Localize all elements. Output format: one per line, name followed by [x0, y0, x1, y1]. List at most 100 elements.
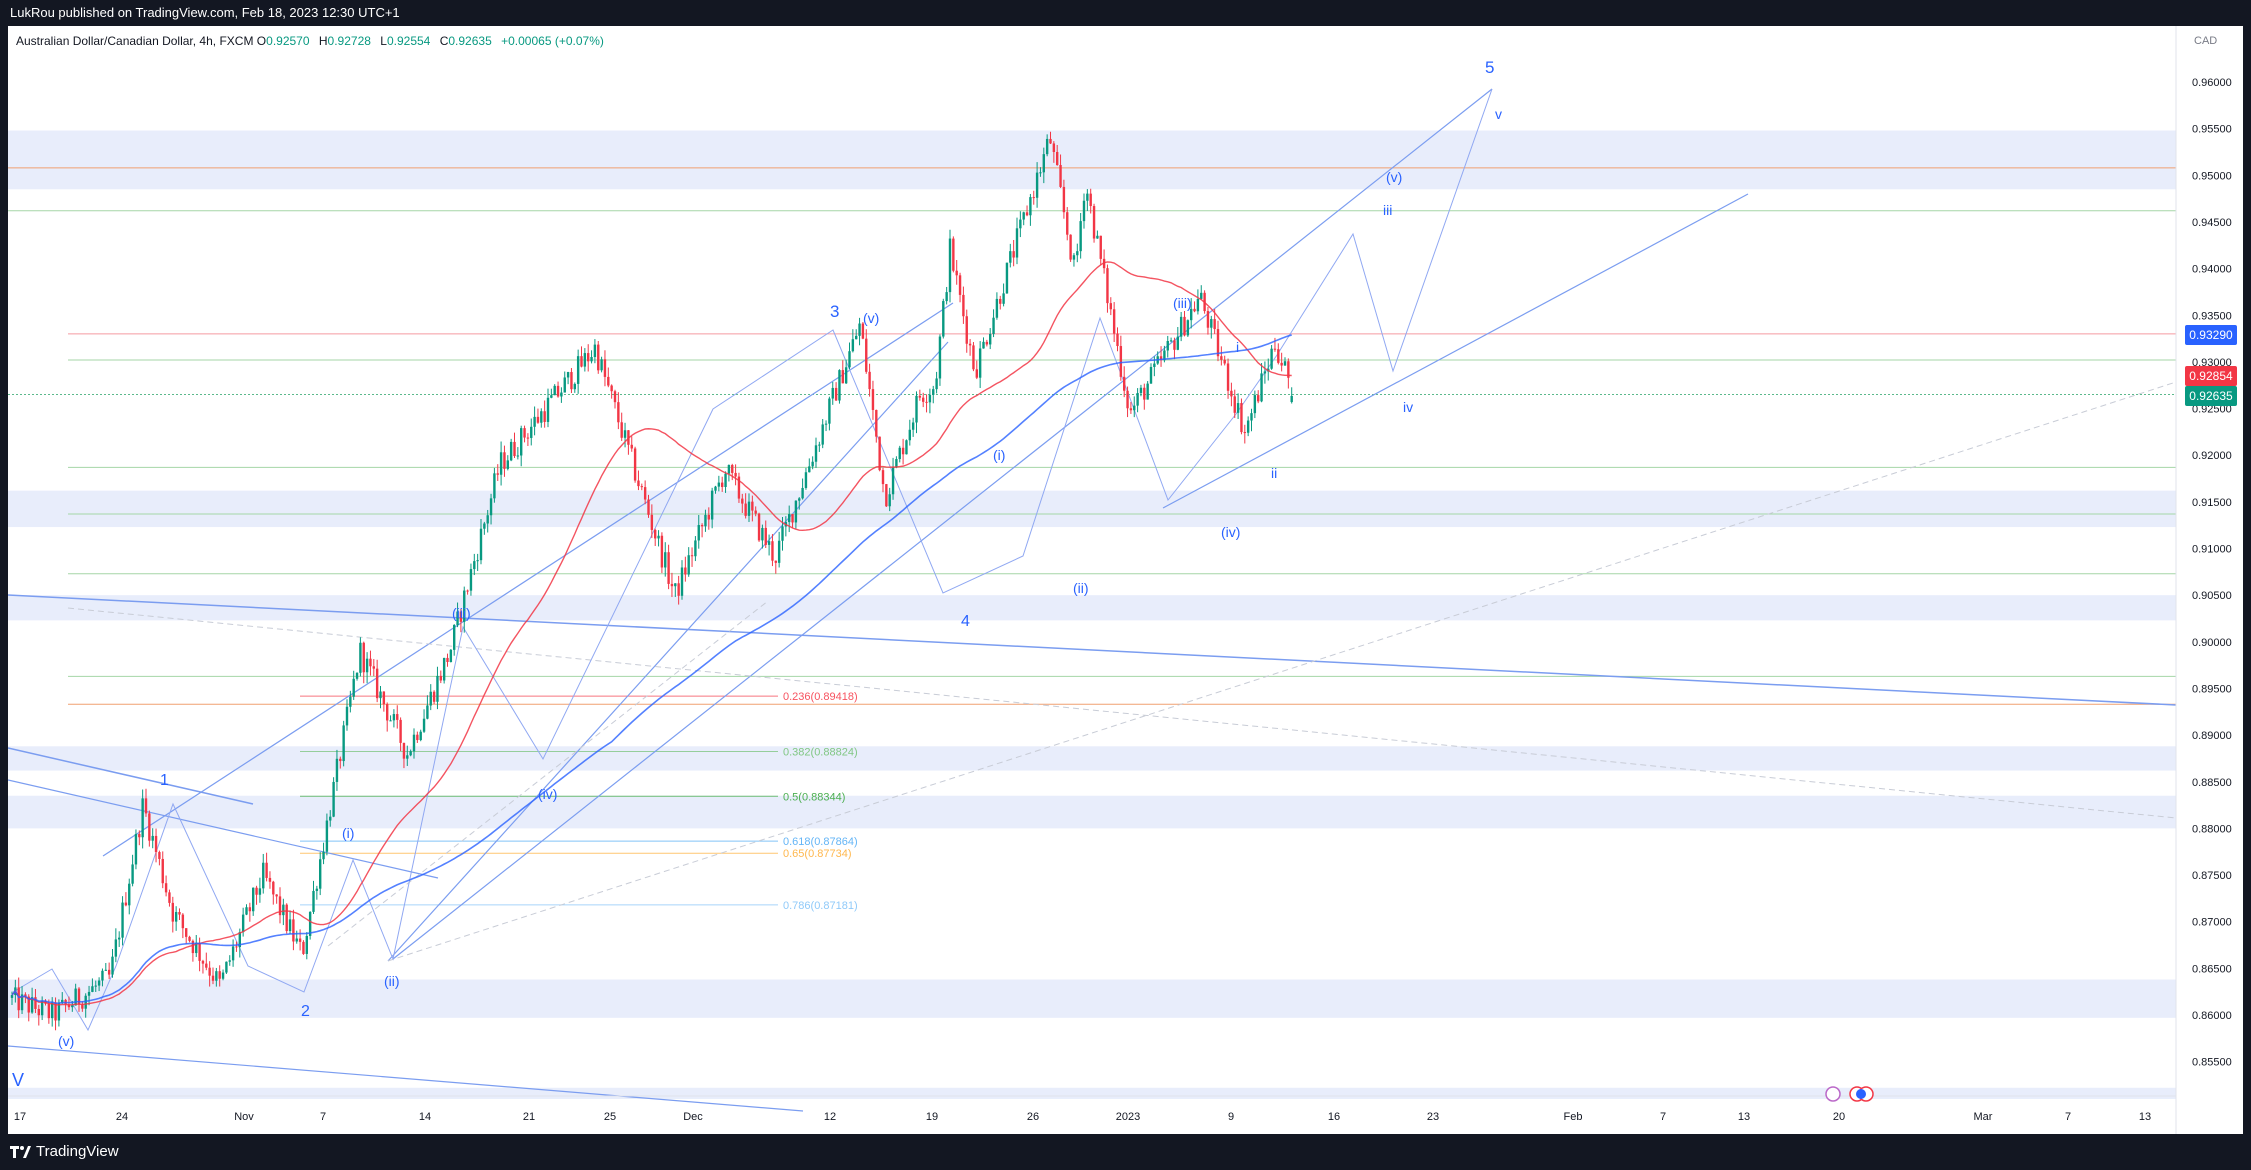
candle-body — [684, 567, 687, 575]
candle-body — [47, 1003, 51, 1019]
trend-line[interactable] — [8, 594, 2177, 706]
ma-short-line[interactable] — [11, 261, 1292, 1006]
tradingview-brand[interactable]: TradingView — [36, 1143, 119, 1160]
candle-body — [215, 971, 218, 981]
trend-line[interactable] — [392, 88, 1493, 960]
candle-body — [386, 704, 389, 721]
candle-body — [667, 552, 670, 584]
candle-body — [1133, 405, 1136, 411]
candle-body — [1206, 311, 1210, 328]
wave-zigzag-line[interactable] — [12, 88, 1493, 1032]
candle-body — [952, 238, 955, 271]
time-tick-label: Dec — [683, 1111, 703, 1123]
candle-body — [791, 514, 794, 523]
candle-body — [1102, 258, 1106, 269]
chart-panel[interactable]: 0.236(0.89418) 0.382(0.88824) 0.5(0.88344)… — [8, 26, 2243, 1134]
candle-body — [868, 371, 871, 390]
candle-body — [208, 967, 211, 976]
candle-body — [811, 461, 814, 467]
candle-body — [1270, 348, 1273, 369]
fib-level-label: 0.382(0.88824) — [783, 747, 858, 759]
trend-line[interactable] — [8, 779, 439, 879]
candle-body — [205, 963, 208, 968]
flash-event-icon[interactable] — [1825, 1086, 1841, 1102]
publish-info: LukRou published on TradingView.com, Feb… — [10, 5, 400, 20]
candle-body — [925, 401, 928, 403]
tradingview-logo-icon[interactable] — [10, 1143, 32, 1161]
candle-body — [546, 397, 550, 422]
candle-body — [1032, 197, 1035, 199]
candle-body — [935, 378, 938, 390]
time-tick-label: 9 — [1228, 1111, 1234, 1123]
candle-body — [282, 904, 285, 916]
candle-body — [20, 994, 24, 1011]
candle-body — [576, 356, 580, 384]
price-tag-last: 0.92635 — [2185, 385, 2237, 406]
candle-body — [228, 960, 231, 962]
candle-body — [814, 445, 818, 462]
symbol-name[interactable]: Australian Dollar/Canadian Dollar, 4h, F… — [16, 34, 254, 48]
candle-body — [597, 344, 600, 371]
candle-body — [154, 835, 158, 853]
trend-line[interactable] — [8, 1045, 804, 1112]
candle-body — [315, 888, 319, 891]
dividends-event-icon[interactable] — [1856, 1089, 1866, 1099]
candle-body — [721, 482, 724, 487]
candle-body — [774, 560, 777, 563]
ma-long-line[interactable] — [11, 334, 1292, 1005]
price-tick-label: 0.91000 — [2192, 544, 2232, 556]
candle-body — [556, 385, 560, 397]
candle-body — [151, 835, 154, 841]
ohlc-h-value: 0.92728 — [327, 34, 371, 48]
candle-body — [875, 409, 878, 437]
price-tick-label: 0.89000 — [2192, 730, 2232, 742]
chart-canvas[interactable]: 0.236(0.89418) 0.382(0.88824) 0.5(0.88344)… — [8, 26, 2243, 1134]
candle-body — [375, 668, 379, 699]
candle-body — [717, 482, 721, 487]
candle-body — [580, 356, 583, 367]
candle-body — [97, 980, 101, 986]
candle-body — [922, 397, 925, 402]
elliott-wave-label: (iii) — [452, 605, 471, 621]
candle-body — [824, 423, 828, 425]
trend-line[interactable] — [387, 341, 949, 962]
candle-body — [1257, 395, 1260, 402]
candle-body — [781, 526, 784, 541]
trend-line[interactable] — [102, 302, 954, 857]
candle-body — [1139, 387, 1143, 394]
candle-body — [714, 486, 717, 491]
elliott-wave-label: (iv) — [538, 786, 557, 802]
candle-body — [1052, 143, 1056, 152]
candle-body — [804, 472, 808, 488]
time-tick-label: 13 — [1738, 1111, 1750, 1123]
elliott-wave-label: (v) — [863, 310, 879, 326]
ohlc-l-label: L — [380, 34, 387, 48]
candle-body — [1213, 319, 1216, 330]
candle-body — [241, 914, 245, 933]
time-tick-label: 14 — [419, 1111, 431, 1123]
candle-body — [399, 719, 402, 743]
candle-body — [362, 642, 365, 673]
candle-body — [144, 798, 148, 814]
candle-body — [600, 359, 603, 371]
candle-body — [1183, 316, 1186, 336]
candle-body — [111, 956, 114, 975]
candle-body — [1287, 361, 1290, 378]
trend-line[interactable] — [1162, 193, 1749, 509]
fib-level-label: 0.786(0.87181) — [783, 900, 858, 912]
candle-body — [1116, 333, 1119, 347]
candle-body — [409, 751, 412, 756]
trend-line[interactable] — [8, 747, 254, 805]
candle-body — [828, 398, 831, 424]
time-tick-label: 20 — [1833, 1111, 1845, 1123]
trend-line[interactable] — [387, 381, 2177, 962]
candle-body — [449, 649, 453, 662]
candle-body — [349, 696, 352, 707]
candle-body — [329, 816, 332, 821]
trend-line[interactable] — [67, 607, 2177, 819]
candle-body — [757, 513, 761, 541]
trend-line[interactable] — [327, 600, 769, 947]
candle-body — [118, 937, 121, 940]
candle-body — [1005, 262, 1009, 294]
candle-body — [456, 611, 459, 626]
